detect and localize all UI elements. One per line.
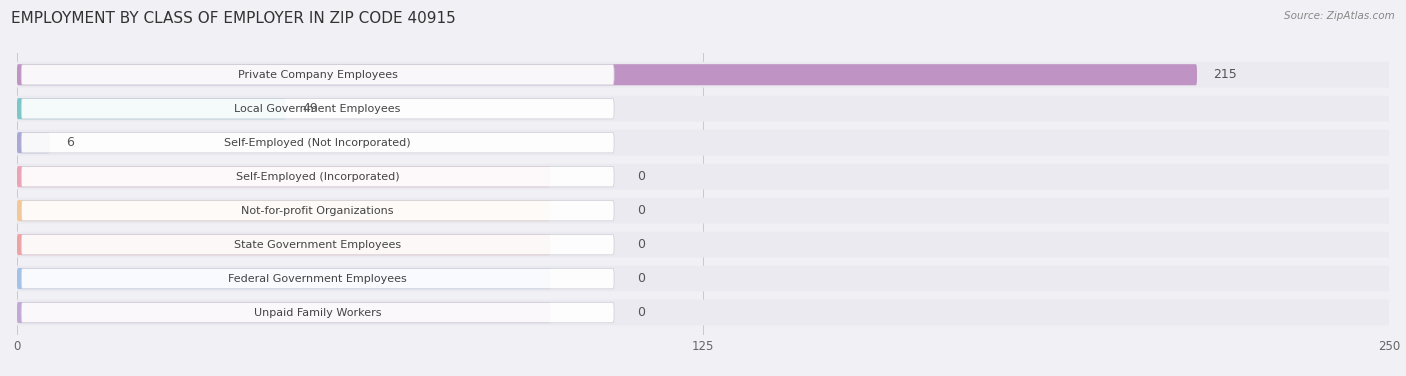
- Text: EMPLOYMENT BY CLASS OF EMPLOYER IN ZIP CODE 40915: EMPLOYMENT BY CLASS OF EMPLOYER IN ZIP C…: [11, 11, 456, 26]
- FancyBboxPatch shape: [17, 268, 550, 289]
- Text: 0: 0: [637, 170, 645, 183]
- Text: Federal Government Employees: Federal Government Employees: [228, 274, 408, 284]
- Text: Self-Employed (Incorporated): Self-Employed (Incorporated): [236, 172, 399, 182]
- FancyBboxPatch shape: [21, 65, 614, 85]
- FancyBboxPatch shape: [17, 132, 49, 153]
- FancyBboxPatch shape: [21, 268, 614, 289]
- FancyBboxPatch shape: [11, 198, 1395, 224]
- Text: 0: 0: [637, 306, 645, 319]
- FancyBboxPatch shape: [17, 302, 550, 323]
- FancyBboxPatch shape: [17, 64, 1197, 85]
- Text: 0: 0: [637, 238, 645, 251]
- Text: State Government Employees: State Government Employees: [235, 240, 401, 250]
- Text: Self-Employed (Not Incorporated): Self-Employed (Not Incorporated): [225, 138, 411, 148]
- FancyBboxPatch shape: [11, 266, 1395, 291]
- FancyBboxPatch shape: [11, 62, 1395, 88]
- FancyBboxPatch shape: [11, 164, 1395, 190]
- FancyBboxPatch shape: [11, 96, 1395, 121]
- FancyBboxPatch shape: [21, 234, 614, 255]
- Text: 6: 6: [66, 136, 75, 149]
- FancyBboxPatch shape: [21, 99, 614, 119]
- Text: 0: 0: [637, 204, 645, 217]
- Text: Local Government Employees: Local Government Employees: [235, 104, 401, 114]
- FancyBboxPatch shape: [17, 98, 285, 119]
- FancyBboxPatch shape: [17, 166, 550, 187]
- Text: Unpaid Family Workers: Unpaid Family Workers: [254, 308, 381, 318]
- FancyBboxPatch shape: [21, 302, 614, 323]
- Text: Private Company Employees: Private Company Employees: [238, 70, 398, 80]
- FancyBboxPatch shape: [17, 234, 550, 255]
- FancyBboxPatch shape: [17, 200, 550, 221]
- FancyBboxPatch shape: [21, 132, 614, 153]
- FancyBboxPatch shape: [21, 167, 614, 187]
- FancyBboxPatch shape: [11, 130, 1395, 156]
- Text: 49: 49: [302, 102, 318, 115]
- FancyBboxPatch shape: [21, 200, 614, 221]
- FancyBboxPatch shape: [11, 300, 1395, 326]
- FancyBboxPatch shape: [11, 232, 1395, 258]
- Text: Source: ZipAtlas.com: Source: ZipAtlas.com: [1284, 11, 1395, 21]
- Text: Not-for-profit Organizations: Not-for-profit Organizations: [242, 206, 394, 215]
- Text: 0: 0: [637, 272, 645, 285]
- Text: 215: 215: [1213, 68, 1237, 81]
